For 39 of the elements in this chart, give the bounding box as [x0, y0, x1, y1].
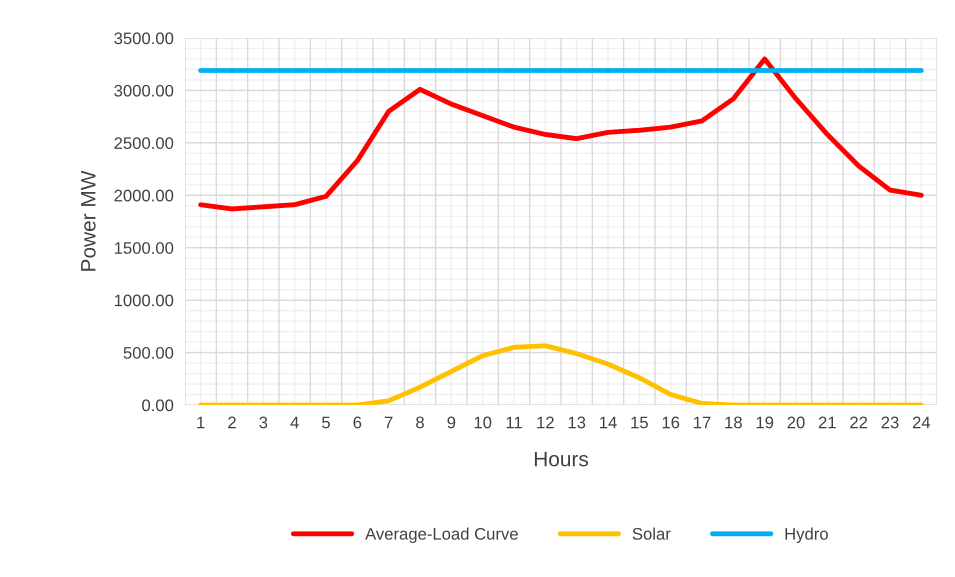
y-tick-label: 3000.00 [114, 84, 174, 97]
x-tick-label: 9 [447, 416, 456, 428]
y-tick-label: 1500.00 [114, 242, 174, 254]
y-tick-label: 3500.00 [114, 32, 174, 44]
x-tick-label: 14 [600, 416, 617, 428]
legend-label: Average-Load Curve [365, 528, 518, 544]
x-tick-label: 17 [694, 416, 710, 428]
x-tick-label: 16 [662, 416, 680, 428]
x-tick-label: 6 [354, 416, 362, 428]
x-axis-title: Hours [534, 452, 588, 466]
x-tick-label: 18 [725, 416, 742, 428]
x-tick-label: 23 [882, 416, 899, 428]
x-tick-label: 10 [474, 416, 492, 428]
x-tick-label: 7 [384, 416, 392, 428]
line-series [198, 56, 924, 212]
x-tick-label: 15 [631, 416, 648, 428]
legend-label: Hydro [786, 528, 828, 544]
x-tick-label: 2 [228, 416, 236, 428]
legend-label: Solar [632, 528, 671, 540]
x-tick-label: 24 [912, 416, 930, 428]
x-tick-label: 20 [788, 416, 805, 428]
x-tick-label: 3 [259, 416, 268, 428]
y-tick-label: 2000.00 [114, 190, 174, 202]
x-tick-label: 1 [197, 416, 204, 428]
x-tick-label: 19 [756, 416, 774, 428]
y-tick-label: 1000.00 [114, 294, 174, 306]
x-tick-label: 4 [290, 416, 299, 428]
x-tick-label: 12 [537, 416, 554, 428]
x-tick-label: 22 [850, 416, 868, 428]
y-tick-label: 500.00 [124, 346, 174, 359]
y-tick-label: 0.00 [142, 399, 174, 412]
x-tick-label: 8 [416, 416, 424, 428]
y-axis-title: Power MW [81, 170, 96, 271]
y-tick-label: 2500.00 [114, 137, 174, 150]
x-tick-label: 13 [568, 416, 586, 428]
x-tick-label: 11 [506, 416, 522, 428]
x-tick-label: 21 [818, 416, 836, 428]
line-series [198, 343, 924, 405]
x-tick-label: 5 [322, 416, 330, 428]
